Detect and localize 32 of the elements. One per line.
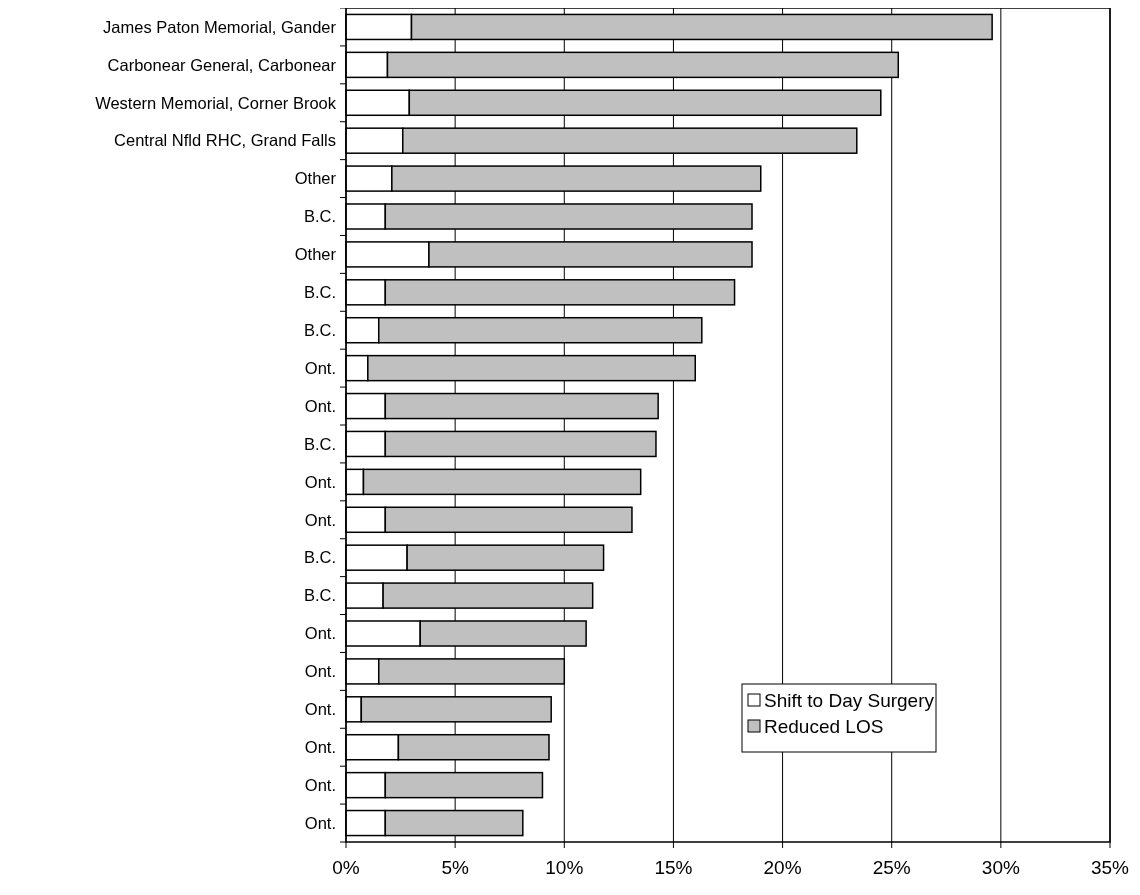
x-tick-label: 10% <box>545 857 584 878</box>
y-tick-label: B.C. <box>303 283 336 302</box>
y-tick-label: Ont. <box>304 396 336 415</box>
y-tick-label: Ont. <box>304 775 336 794</box>
y-tick-label: Ont. <box>304 700 336 719</box>
y-tick-label: Ont. <box>304 472 336 491</box>
y-tick-label: Ont. <box>304 358 336 377</box>
x-tick-label: 30% <box>981 857 1020 878</box>
y-tick-label: Other <box>294 245 337 264</box>
x-tick-label: 0% <box>332 857 360 878</box>
y-tick-label: Other <box>294 169 337 188</box>
y-tick-label: Western Memorial, Corner Brook <box>95 93 337 112</box>
y-tick-label: Ont. <box>304 662 336 681</box>
y-tick-label: B.C. <box>303 321 336 339</box>
y-tick-label: Ont. <box>304 738 336 756</box>
x-tick-label: 25% <box>872 857 911 878</box>
x-tick-label: 35% <box>1090 857 1130 878</box>
legend-label: Reduced LOS <box>764 715 884 737</box>
y-tick-label: B.C. <box>303 434 336 453</box>
y-tick-label: B.C. <box>303 207 336 226</box>
x-tick-label: 5% <box>441 857 469 878</box>
x-tick-label: 20% <box>763 857 802 878</box>
legend-label: Shift to Day Surgery <box>764 689 935 711</box>
y-tick-label: Ont. <box>304 510 336 529</box>
x-tick-label: 15% <box>654 857 693 878</box>
y-tick-label: Carbonear General, Carbonear <box>107 55 337 74</box>
y-tick-label: B.C. <box>303 586 336 605</box>
y-tick-label: Central Nfld RHC, Grand Falls <box>114 131 336 150</box>
y-tick-label: Ont. <box>304 624 336 643</box>
y-tick-label: James Paton Memorial, Gander <box>103 17 337 36</box>
y-tick-label: Ont. <box>304 813 336 832</box>
y-tick-label: B.C. <box>303 548 336 567</box>
